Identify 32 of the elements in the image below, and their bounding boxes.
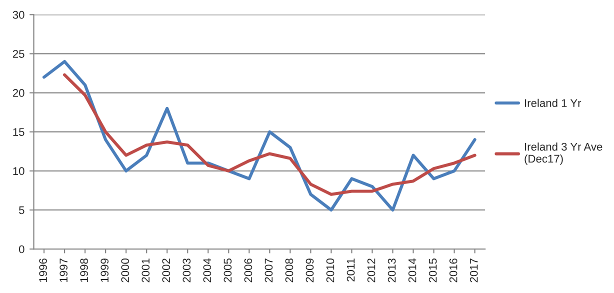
- x-tick-label: 2006: [244, 258, 252, 282]
- x-tick-label: 1996: [39, 258, 48, 282]
- x-tick-label: 2015: [428, 258, 437, 282]
- x-tick-label: 2007: [264, 258, 273, 282]
- x-tick-label: 1999: [100, 258, 109, 282]
- x-tick-label: 2014: [408, 258, 416, 282]
- x-tick-label: 2008: [285, 258, 294, 282]
- y-tick-label: 30: [12, 10, 24, 19]
- x-tick-label: 1997: [60, 258, 68, 282]
- x-tick-label: 2000: [121, 258, 130, 282]
- legend-label: Ireland 1 Yr: [525, 98, 582, 108]
- y-tick-label: 25: [12, 50, 24, 58]
- x-tick-label: 2001: [142, 258, 150, 282]
- x-tick-label: 2009: [306, 258, 314, 282]
- x-tick-label: 2010: [326, 258, 334, 282]
- y-tick-label: 15: [13, 128, 24, 136]
- y-tick-label: 10: [13, 167, 24, 176]
- x-tick-label: 2017: [470, 258, 478, 282]
- y-tick-label: 0: [18, 245, 24, 254]
- legend-label: Ireland 3 Yr Ave (Dec17): [524, 142, 602, 165]
- line-series: [63, 73, 476, 196]
- y-tick-label: 20: [12, 89, 24, 97]
- x-tick-label: 2002: [162, 258, 170, 282]
- x-tick-label: 2013: [388, 258, 396, 282]
- x-tick-label: 1998: [80, 258, 88, 282]
- x-tick-label: 2003: [182, 258, 191, 282]
- x-tick-label: 2011: [346, 258, 355, 282]
- x-tick-label: 2004: [203, 258, 212, 282]
- x-tick-label: 2012: [367, 258, 376, 282]
- x-tick-label: 2005: [224, 258, 232, 282]
- y-tick-label: 5: [19, 206, 24, 214]
- x-tick-label: 2016: [449, 258, 458, 282]
